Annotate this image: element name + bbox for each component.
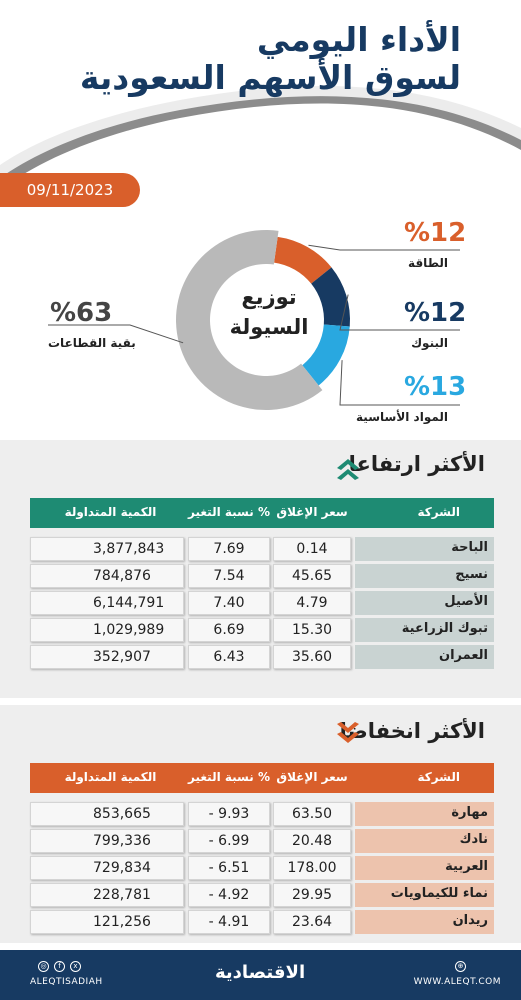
cell-company: تبوك الزراعية — [355, 618, 494, 642]
table-row: 121,256- 4.91 23.64 ريدان — [30, 910, 494, 934]
leader-line — [308, 244, 460, 251]
cell-change: 6.69 — [188, 618, 270, 642]
slice-others — [176, 229, 323, 411]
date-badge: 09/11/2023 — [0, 173, 140, 207]
cell-company: نماء للكيماويات — [355, 883, 494, 907]
cell-change: - 4.91 — [188, 910, 270, 934]
cell-close: 35.60 — [273, 645, 351, 669]
website-link[interactable]: WWW.ALEQT.COM — [413, 977, 501, 987]
header-background — [0, 0, 521, 190]
cell-change: 6.43 — [188, 645, 270, 669]
cell-change: - 4.92 — [188, 883, 270, 907]
slice-pct-banks: %12 — [404, 298, 467, 328]
slice-label-materials: المواد الأساسية — [356, 410, 448, 424]
leader-line — [339, 360, 460, 406]
donut-center-label: توزيع السيولة — [214, 282, 324, 342]
slice-label-banks: البنوك — [411, 336, 448, 350]
cell-close: 4.79 — [273, 591, 351, 615]
cell-company: الباحة — [355, 537, 494, 561]
brand-logo: الاقتصادية — [215, 962, 306, 983]
cell-qty: 228,781 — [30, 883, 184, 907]
col-name-header: الشركة — [417, 770, 460, 784]
cell-change: - 9.93 — [188, 802, 270, 826]
leader-line — [339, 294, 460, 331]
leader-line — [48, 324, 184, 344]
gainers-table-header: الكمية المتداولة نسبة التغير % سعر الإغل… — [30, 498, 494, 528]
col-qty-header: الكمية المتداولة — [64, 505, 157, 519]
table-row: 6,144,791 7.40 4.79 الأصيل — [30, 591, 494, 615]
donut-center-line2: السيولة — [229, 315, 309, 339]
header: الأداء اليومي لسوق الأسهم السعودية — [0, 0, 521, 215]
cell-qty: 853,665 — [30, 802, 184, 826]
cell-close: 178.00 — [273, 856, 351, 880]
slice-energy — [274, 236, 332, 284]
slice-pct-others: %63 — [50, 298, 113, 328]
cell-close: 29.95 — [273, 883, 351, 907]
cell-close: 23.64 — [273, 910, 351, 934]
slice-pct-materials: %13 — [404, 372, 467, 402]
cell-qty: 1,029,989 — [30, 618, 184, 642]
slice-materials — [302, 324, 350, 386]
gainers-title: الأكثر ارتفاعا — [348, 452, 485, 476]
table-row: 729,834- 6.51 178.00 العربية — [30, 856, 494, 880]
table-row: 1,029,989 6.69 15.30 تبوك الزراعية — [30, 618, 494, 642]
cell-close: 0.14 — [273, 537, 351, 561]
social-handle: ALEQTISADIAH — [30, 977, 103, 987]
slice-label-others: بقية القطاعات — [48, 336, 136, 350]
cell-company: العربية — [355, 856, 494, 880]
cell-qty: 784,876 — [30, 564, 184, 588]
double-up-arrow-icon — [337, 459, 359, 480]
cell-close: 63.50 — [273, 802, 351, 826]
table-row: 352,907 6.43 35.60 العمران — [30, 645, 494, 669]
cell-close: 20.48 — [273, 829, 351, 853]
cell-change: 7.40 — [188, 591, 270, 615]
cell-qty: 6,144,791 — [30, 591, 184, 615]
x-icon[interactable]: x — [70, 961, 81, 972]
table-row: 228,781- 4.92 29.95 نماء للكيماويات — [30, 883, 494, 907]
donut-center-line1: توزيع — [241, 285, 297, 309]
facebook-icon[interactable]: f — [54, 961, 65, 972]
cell-qty: 352,907 — [30, 645, 184, 669]
slice-banks — [311, 267, 351, 327]
cell-change: - 6.99 — [188, 829, 270, 853]
cell-company: نادك — [355, 829, 494, 853]
col-qty-header: الكمية المتداولة — [64, 770, 157, 784]
cell-company: الأصيل — [355, 591, 494, 615]
cell-qty: 3,877,843 — [30, 537, 184, 561]
slice-label-energy: الطاقة — [408, 256, 448, 270]
cell-company: مهارة — [355, 802, 494, 826]
col-change-header: نسبة التغير % — [188, 505, 270, 519]
cell-close: 15.30 — [273, 618, 351, 642]
col-change-header: نسبة التغير % — [188, 770, 270, 784]
instagram-icon[interactable]: ◎ — [38, 961, 49, 972]
page-title: الأداء اليومي — [256, 20, 461, 59]
cell-change: 7.69 — [188, 537, 270, 561]
col-close-header: سعر الإغلاق — [276, 770, 348, 784]
col-close-header: سعر الإغلاق — [276, 505, 348, 519]
double-down-arrow-icon — [337, 722, 359, 743]
cell-qty: 121,256 — [30, 910, 184, 934]
cell-qty: 799,336 — [30, 829, 184, 853]
table-row: 853,665- 9.93 63.50 مهارة — [30, 802, 494, 826]
footer: ◎ f x ALEQTISADIAH الاقتصادية ⊕ WWW.ALEQ… — [0, 950, 521, 1000]
cell-change: - 6.51 — [188, 856, 270, 880]
cell-qty: 729,834 — [30, 856, 184, 880]
page-subtitle: لسوق الأسهم السعودية — [79, 58, 461, 97]
cell-close: 45.65 — [273, 564, 351, 588]
table-row: 3,877,843 7.69 0.14 الباحة — [30, 537, 494, 561]
table-row: 784,876 7.54 45.65 نسيج — [30, 564, 494, 588]
cell-change: 7.54 — [188, 564, 270, 588]
col-name-header: الشركة — [417, 505, 460, 519]
cell-company: ريدان — [355, 910, 494, 934]
cell-company: العمران — [355, 645, 494, 669]
globe-icon: ⊕ — [455, 961, 466, 972]
cell-company: نسيج — [355, 564, 494, 588]
slice-pct-energy: %12 — [404, 218, 467, 248]
liquidity-donut-chart — [48, 229, 460, 411]
losers-table-header: الكمية المتداولة نسبة التغير % سعر الإغل… — [30, 763, 494, 793]
losers-title: الأكثر انخفاضا — [339, 719, 485, 743]
table-row: 799,336- 6.99 20.48 نادك — [30, 829, 494, 853]
